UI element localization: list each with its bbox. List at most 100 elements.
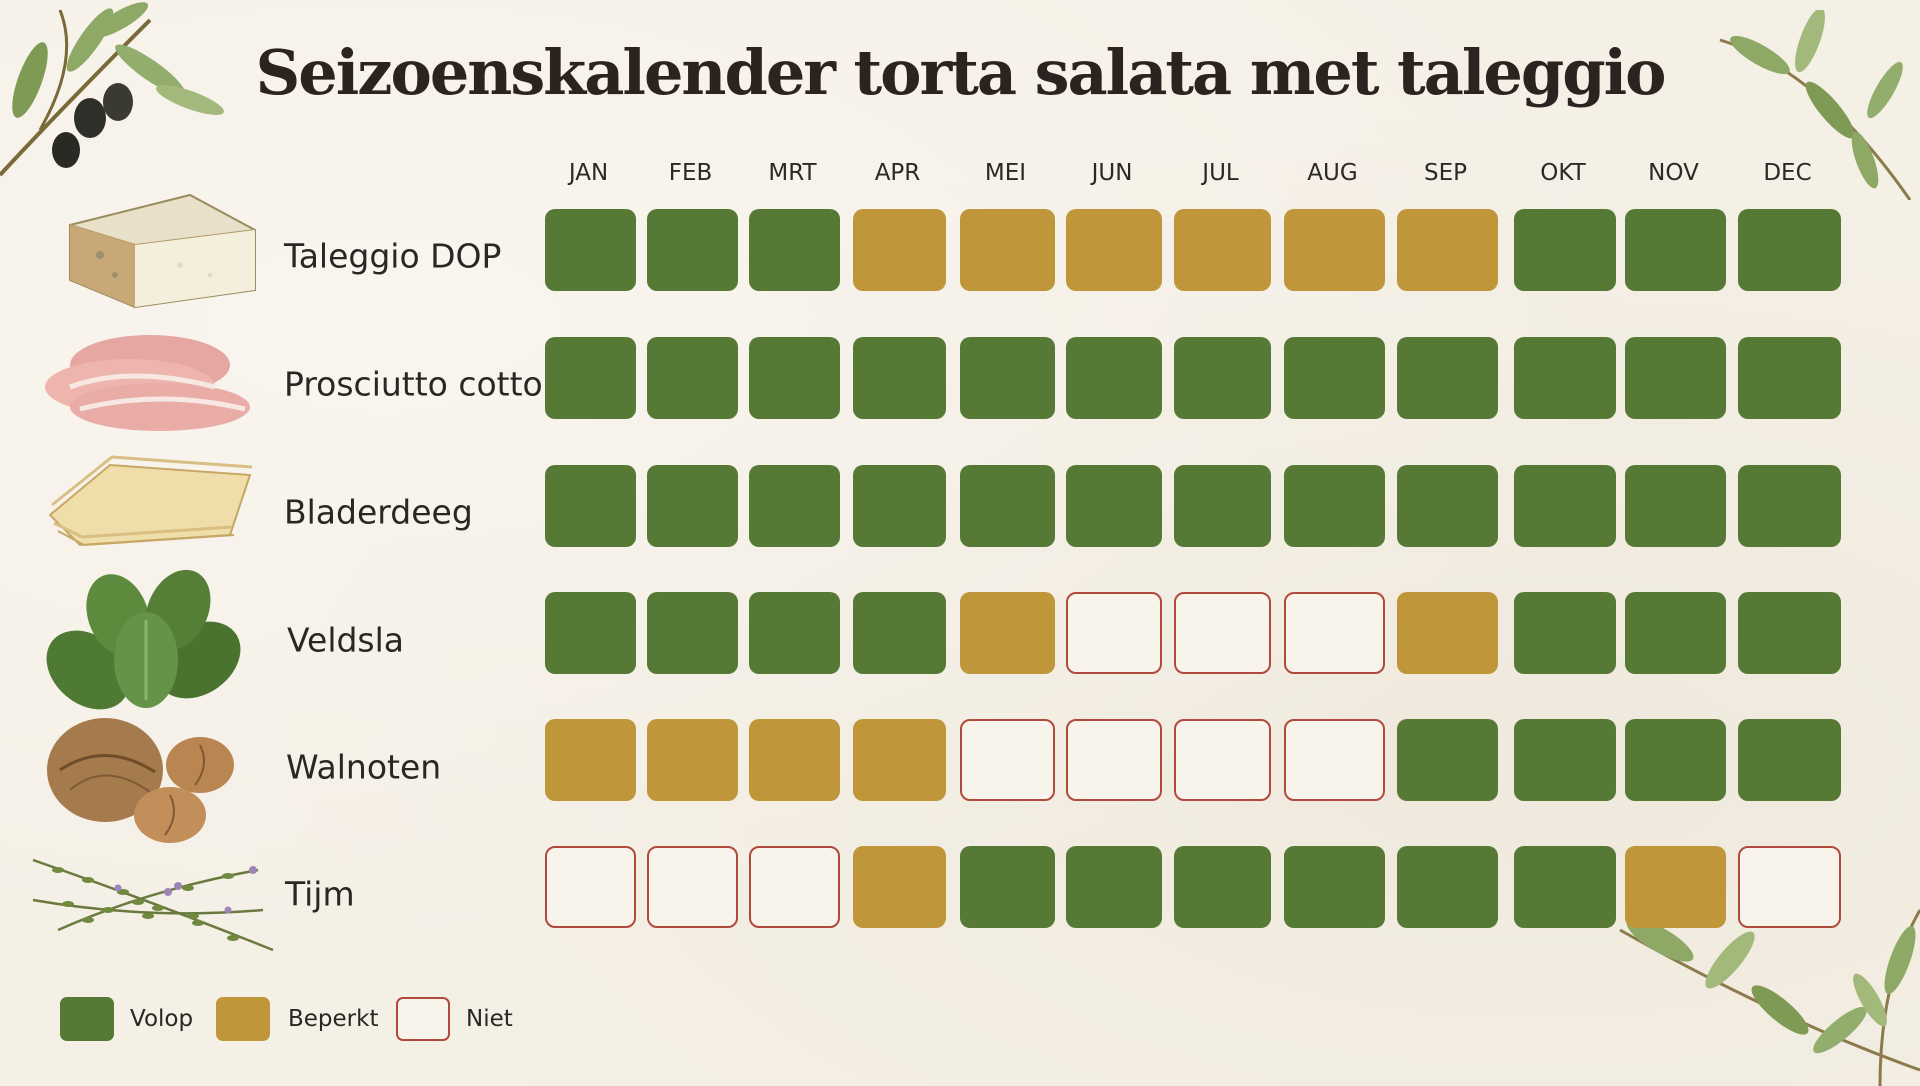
cell-volop [1625,337,1726,419]
cell-volop [960,337,1055,419]
cell-volop [1625,209,1726,291]
cell-volop [1625,719,1726,801]
cell-niet [1284,592,1385,674]
cell-volop [1066,337,1162,419]
cell-volop [1625,465,1726,547]
month-label-okt: OKT [1540,160,1586,186]
cell-beperkt [853,846,946,928]
cell-volop [545,592,636,674]
ham-icon [45,335,250,431]
month-label-apr: APR [874,160,921,186]
cell-niet [1174,592,1271,674]
cell-niet [749,846,840,928]
legend-label-volop: Volop [130,1006,194,1032]
cell-volop [545,337,636,419]
cell-volop [960,846,1055,928]
cell-volop [1397,846,1498,928]
cell-volop [1514,592,1616,674]
row-label: Tijm [285,874,355,914]
month-label-mrt: MRT [768,160,817,186]
cell-volop [853,592,946,674]
cell-beperkt [853,209,946,291]
cell-volop [647,337,738,419]
cell-volop [1284,337,1385,419]
month-label-jul: JUL [1202,160,1239,186]
cell-volop [749,337,840,419]
cell-beperkt [1174,209,1271,291]
cell-volop [647,592,738,674]
walnut-icon [47,718,234,843]
cell-volop [545,209,636,291]
cell-volop [647,209,738,291]
cell-beperkt [1397,209,1498,291]
cell-volop [1514,846,1616,928]
cell-beperkt [1066,209,1162,291]
legend-swatch-beperkt [216,997,270,1041]
pastry-icon [48,455,253,547]
cell-volop [1174,846,1271,928]
month-label-feb: FEB [668,160,713,186]
cell-volop [853,337,946,419]
cell-volop [1174,465,1271,547]
cell-volop [1284,846,1385,928]
legend-label-niet: Niet [466,1006,513,1032]
cell-niet [1738,846,1841,928]
cell-volop [1174,337,1271,419]
cell-volop [749,209,840,291]
cell-volop [1514,719,1616,801]
cell-volop [1625,592,1726,674]
cell-beperkt [647,719,738,801]
month-label-sep: SEP [1423,160,1468,186]
month-label-jan: JAN [568,160,609,186]
cell-volop [1514,465,1616,547]
cell-beperkt [749,719,840,801]
leaf-branch-icon [1619,909,1920,1086]
month-label-aug: AUG [1307,160,1358,186]
cell-volop [647,465,738,547]
cheese-icon [69,193,256,309]
cell-volop [853,465,946,547]
row-label: Veldsla [287,620,405,660]
cell-beperkt [1625,846,1726,928]
cell-niet [1066,592,1162,674]
cell-niet [1174,719,1271,801]
cell-volop [749,592,840,674]
cell-volop [1738,719,1841,801]
cell-volop [1738,337,1841,419]
month-label-nov: NOV [1648,160,1699,186]
cell-volop [960,465,1055,547]
cell-volop [1066,465,1162,547]
cell-beperkt [853,719,946,801]
cell-beperkt [960,592,1055,674]
month-label-mei: MEI [984,160,1027,186]
cell-volop [545,465,636,547]
month-label-dec: DEC [1763,160,1812,186]
cell-beperkt [960,209,1055,291]
cell-volop [1514,209,1616,291]
cell-volop [1397,719,1498,801]
cell-beperkt [545,719,636,801]
legend-label-beperkt: Beperkt [288,1006,379,1032]
thyme-icon [32,858,274,952]
row-label: Walnoten [286,747,442,787]
cell-volop [1514,337,1616,419]
cell-volop [1397,465,1498,547]
cell-volop [1738,465,1841,547]
cell-niet [1066,719,1162,801]
lettuce-icon [46,569,241,710]
cell-volop [1738,592,1841,674]
cell-niet [960,719,1055,801]
row-label: Prosciutto cotto [284,364,543,404]
cell-niet [545,846,636,928]
cell-volop [1397,337,1498,419]
cell-volop [1284,465,1385,547]
cell-beperkt [1284,209,1385,291]
cell-volop [1066,846,1162,928]
row-label: Taleggio DOP [284,236,502,276]
legend-swatch-volop [60,997,114,1041]
cell-niet [1284,719,1385,801]
cell-niet [647,846,738,928]
cell-volop [1738,209,1841,291]
page-title: Seizoenskalender torta salata met talegg… [255,36,1667,109]
row-label: Bladerdeeg [284,492,473,532]
